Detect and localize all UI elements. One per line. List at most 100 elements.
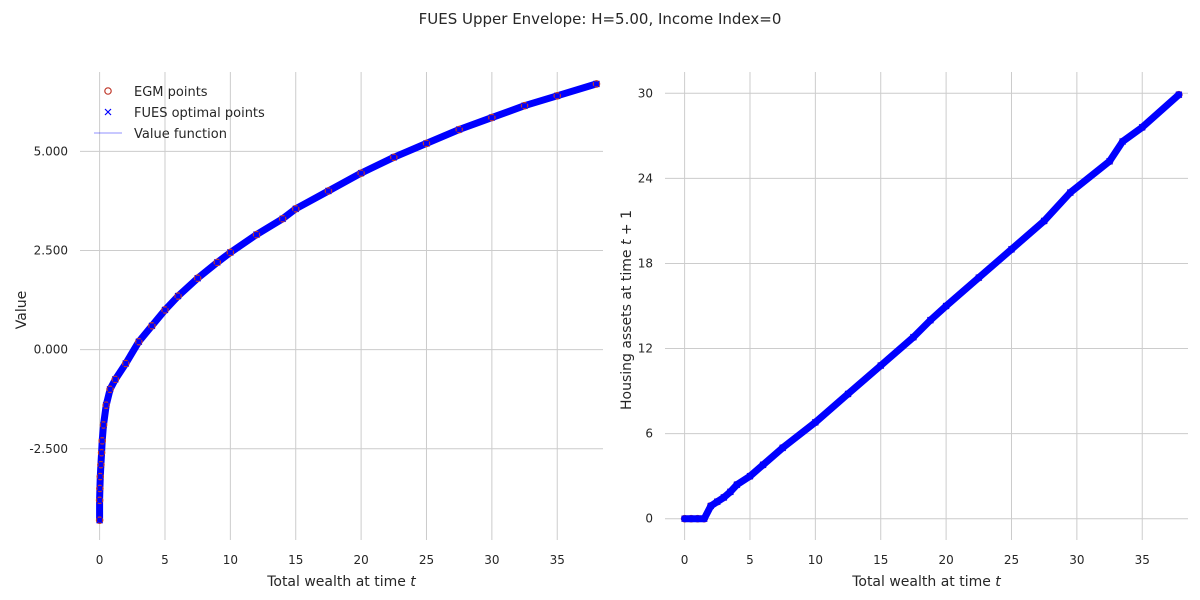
egm-point	[357, 169, 365, 177]
legend-label: EGM points	[134, 85, 208, 100]
fues-point	[521, 102, 528, 110]
fues-points-band	[681, 91, 1183, 523]
egm-point	[99, 421, 108, 429]
y-tick-label: 18	[638, 256, 653, 270]
fues-point	[98, 437, 106, 445]
fues-point	[1008, 245, 1015, 253]
fues-point	[681, 515, 689, 523]
egm-point	[291, 205, 300, 213]
x-tick-label: 0	[96, 553, 104, 567]
x-tick-label: 10	[223, 553, 238, 567]
x-axis-label: Total wealth at time t	[266, 574, 416, 590]
x-tick-label: 30	[1069, 553, 1084, 567]
x-tick-label: 35	[550, 553, 565, 567]
egm-point	[95, 516, 104, 524]
y-tick-label: 5.000	[34, 144, 68, 158]
x-tick-label: 0	[681, 553, 689, 567]
egm-point	[213, 258, 222, 267]
x-tick-label: 30	[484, 553, 499, 567]
fues-point	[390, 153, 398, 161]
fues-point	[1119, 138, 1127, 145]
egm-point	[553, 91, 562, 100]
fues-point	[713, 498, 721, 506]
y-tick-label: 12	[638, 342, 653, 356]
x-tick-label: 5	[161, 553, 169, 567]
y-tick-label: 6	[645, 427, 653, 441]
egm-point	[278, 214, 287, 223]
x-tick-label: 20	[353, 553, 368, 567]
fues-point	[135, 338, 143, 346]
fues-point	[720, 494, 728, 501]
fues-point	[910, 333, 917, 341]
fues-point	[161, 306, 169, 314]
fues-point	[423, 139, 430, 147]
legend-egm-marker	[104, 87, 112, 95]
fues-point	[700, 515, 708, 523]
fues-point	[488, 114, 496, 122]
egm-point	[520, 101, 529, 110]
egm-point	[98, 437, 107, 445]
fues-point	[96, 485, 104, 492]
y-tick-label: 24	[638, 171, 653, 185]
fues-point	[733, 481, 741, 489]
egm-point	[135, 337, 143, 346]
x-tick-label: 5	[746, 553, 754, 567]
egm-point	[106, 385, 114, 394]
fues-point	[687, 515, 695, 523]
y-tick-label: 30	[638, 86, 653, 100]
fues-point	[844, 390, 852, 398]
x-tick-label: 35	[1135, 553, 1150, 567]
fues-point	[96, 473, 104, 480]
x-tick-label: 15	[873, 553, 888, 567]
fues-point	[1175, 91, 1183, 99]
fues-point	[102, 401, 110, 409]
y-tick-label: 2.500	[34, 243, 68, 257]
fues-point	[455, 126, 463, 133]
fues-point	[213, 258, 221, 266]
egm-point	[389, 153, 398, 162]
legend-fues-marker	[104, 108, 112, 116]
egm-point	[226, 248, 235, 257]
x-tick-label: 25	[1004, 553, 1019, 567]
egm-point	[592, 80, 601, 88]
egm-point	[193, 274, 202, 283]
fues-point	[694, 515, 702, 523]
fues-point	[942, 302, 950, 310]
fues-point	[1040, 217, 1048, 225]
fues-point	[174, 292, 182, 300]
x-tick-label: 25	[419, 553, 434, 567]
fues-point	[1138, 123, 1146, 131]
egm-point	[96, 472, 105, 481]
fues-point	[759, 461, 767, 469]
egm-point	[148, 322, 156, 330]
x-axis-label: Total wealth at time t	[851, 574, 1001, 590]
housing-assets-panel: 0 5 10 15 20 25 30 35 0 6 12 18 24 30 Total wealth at …	[619, 72, 1188, 590]
fues-point	[279, 215, 287, 223]
fues-point	[553, 92, 561, 100]
fues-point	[148, 322, 156, 330]
fues-point	[593, 80, 600, 88]
x-tick-label: 20	[938, 553, 953, 567]
egm-point	[422, 139, 431, 148]
fues-point	[96, 516, 104, 524]
egm-point	[455, 125, 463, 134]
y-tick-label: 0	[645, 512, 653, 526]
legend-label: Value function	[134, 127, 227, 142]
fues-point	[1066, 189, 1074, 196]
fues-point	[779, 444, 787, 452]
legend: EGM points FUES optimal points Value funct…	[94, 85, 265, 142]
fues-point	[106, 385, 114, 393]
fues-point	[746, 472, 754, 480]
egm-point	[111, 375, 120, 384]
fues-point	[122, 360, 130, 367]
fues-point	[325, 187, 332, 195]
egm-point	[96, 484, 104, 493]
fues-point	[253, 231, 260, 239]
fues-point	[96, 496, 104, 504]
egm-point	[95, 496, 104, 505]
egm-point	[174, 292, 182, 300]
figure-title: FUES Upper Envelope: H=5.00, Income Inde…	[419, 10, 782, 28]
legend-label: FUES optimal points	[134, 106, 265, 121]
fues-point	[357, 169, 365, 177]
